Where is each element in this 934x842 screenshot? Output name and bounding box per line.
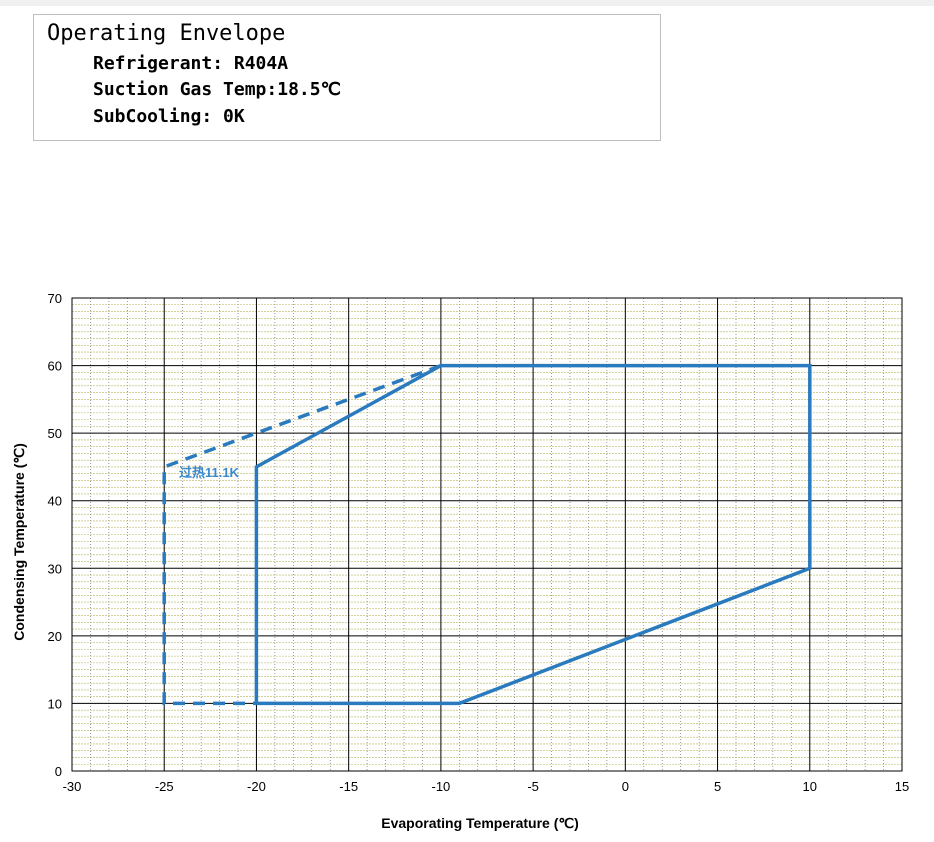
- y-tick-label: 20: [48, 629, 62, 644]
- y-axis-ticks: 0 10 20 30 40 50 60 70: [48, 291, 62, 779]
- info-box: Operating Envelope Refrigerant: R404A Su…: [33, 14, 661, 141]
- y-tick-label: 30: [48, 561, 62, 576]
- x-tick-label: -30: [63, 779, 82, 794]
- minor-grid: [72, 298, 902, 771]
- x-tick-label: 5: [714, 779, 721, 794]
- annotation-layer: 过热11.1K: [179, 465, 240, 480]
- x-tick-label: 0: [622, 779, 629, 794]
- x-axis-title: Evaporating Temperature (℃): [381, 815, 579, 831]
- dashed-envelope-line: [162, 363, 442, 706]
- solid-envelope-line: [254, 363, 812, 706]
- series-layer: [162, 363, 812, 706]
- info-title: Operating Envelope: [47, 21, 286, 46]
- info-subcooling: SubCooling: 0K: [93, 106, 245, 127]
- y-axis-title: Condensing Temperature (℃): [11, 443, 27, 640]
- x-tick-label: -15: [339, 779, 358, 794]
- x-axis-ticks: -30 -25 -20 -15 -10 -5 0 5 10 15: [63, 779, 910, 794]
- y-tick-label: 10: [48, 696, 62, 711]
- x-tick-label: -20: [247, 779, 266, 794]
- info-refrigerant: Refrigerant: R404A: [93, 53, 289, 74]
- plot-border: [71, 297, 903, 772]
- x-tick-label: -5: [527, 779, 539, 794]
- operating-envelope-chart: -30 -25 -20 -15 -10 -5 0 5 10 15 010203040506070 …: [11, 291, 910, 831]
- x-tick-label: -10: [431, 779, 450, 794]
- x-tick-label: -25: [155, 779, 174, 794]
- y-tick-label: 60: [48, 359, 62, 374]
- top-rule: [0, 0, 934, 6]
- y-tick-label: 50: [48, 426, 62, 441]
- y-tick-label: 0: [55, 764, 62, 779]
- y-tick-label: 40: [48, 494, 62, 509]
- x-tick-label: 15: [895, 779, 909, 794]
- x-tick-label: 10: [803, 779, 817, 794]
- annotation-label: 过热11.1K: [179, 465, 240, 480]
- info-suction-gas-temp: Suction Gas Temp:18.5℃: [93, 79, 341, 100]
- y-tick-label: 70: [48, 291, 62, 306]
